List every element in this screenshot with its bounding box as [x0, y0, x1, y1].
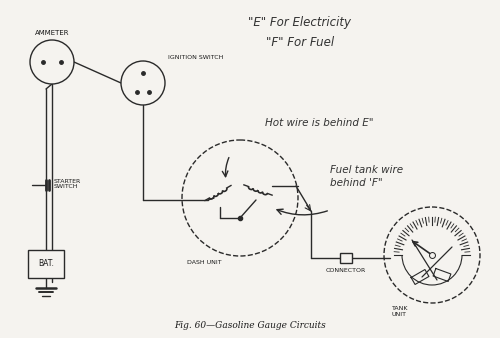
Text: BAT.: BAT.	[38, 260, 54, 268]
Text: "F" For Fuel: "F" For Fuel	[266, 36, 334, 49]
Text: "E" For Electricity: "E" For Electricity	[248, 16, 352, 29]
Circle shape	[121, 61, 165, 105]
Text: Fuel tank wire
behind 'F": Fuel tank wire behind 'F"	[330, 165, 403, 188]
Bar	[340, 253, 352, 263]
Text: AMMETER: AMMETER	[35, 30, 69, 36]
Text: IGNITION SWITCH: IGNITION SWITCH	[168, 55, 224, 60]
Text: CONNECTOR: CONNECTOR	[326, 268, 366, 273]
Text: Fig. 60—Gasoline Gauge Circuits: Fig. 60—Gasoline Gauge Circuits	[174, 321, 326, 330]
Bar	[28, 250, 64, 278]
Circle shape	[30, 40, 74, 84]
Text: Hot wire is behind E": Hot wire is behind E"	[265, 118, 374, 128]
Text: DASH UNIT: DASH UNIT	[187, 260, 222, 265]
Text: TANK
UNIT: TANK UNIT	[392, 306, 408, 317]
Text: STARTER
SWITCH: STARTER SWITCH	[54, 178, 81, 189]
